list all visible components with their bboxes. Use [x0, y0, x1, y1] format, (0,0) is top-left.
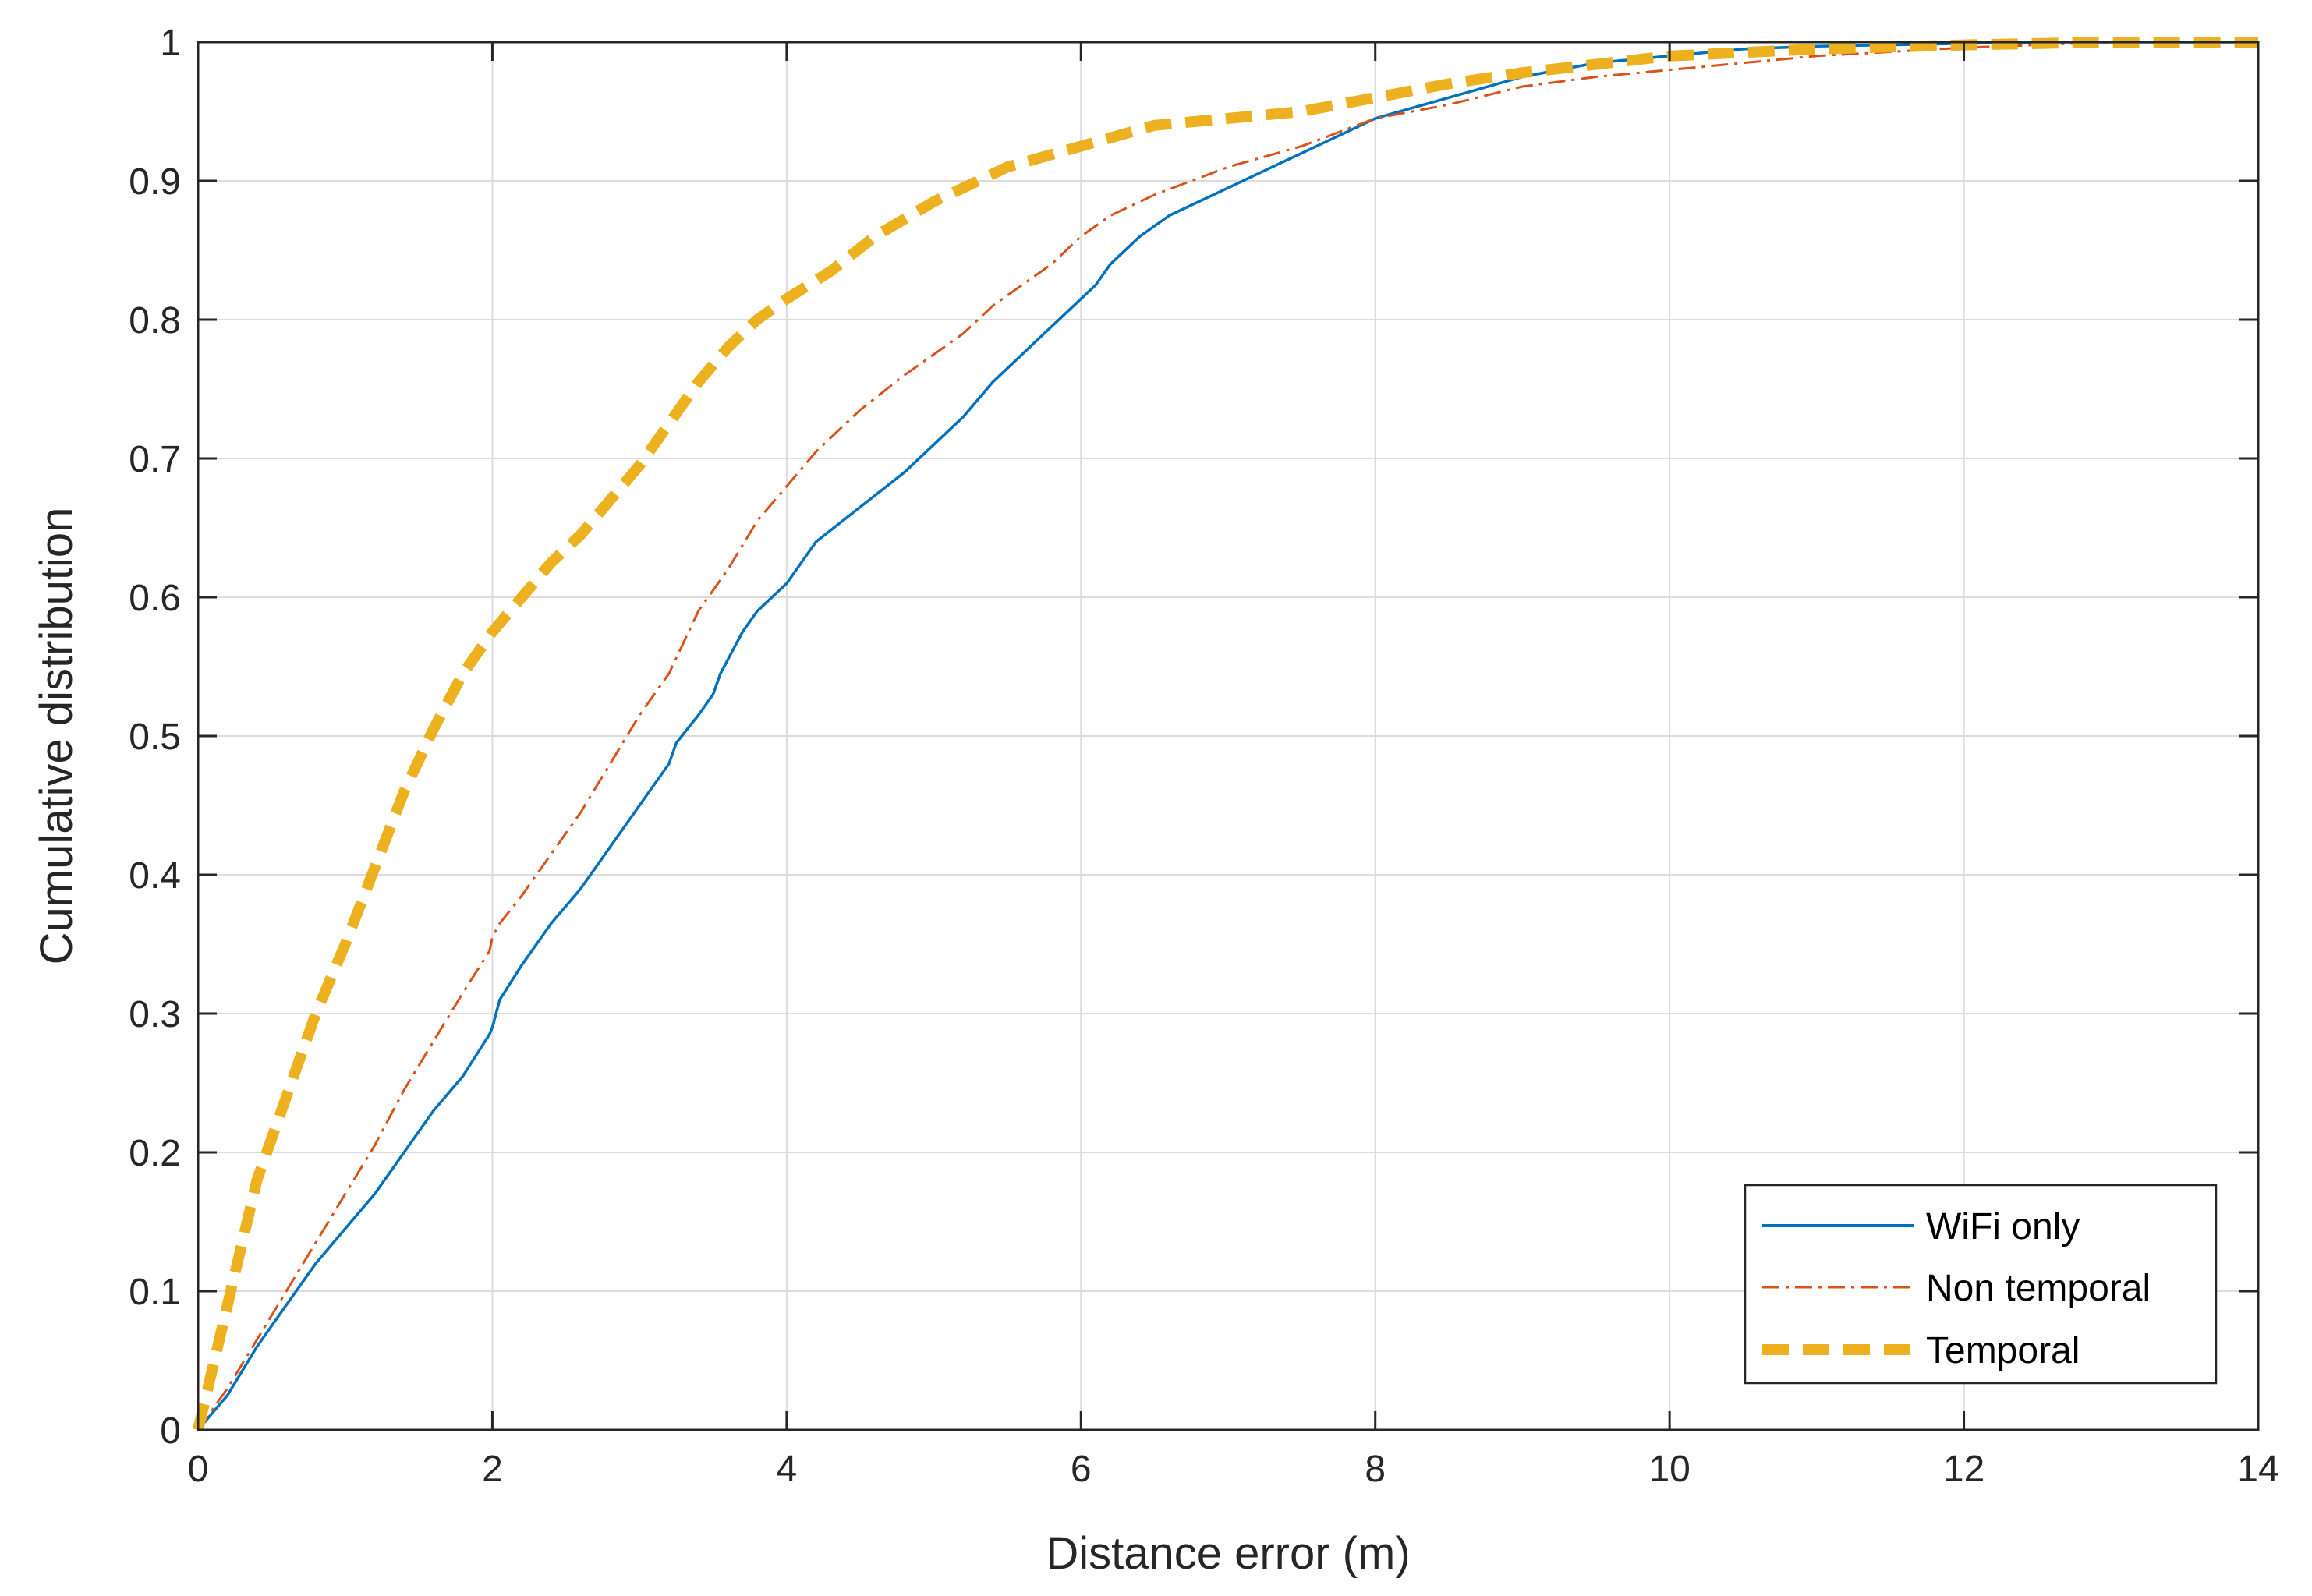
y-tick-labels: 0 0.1 0.2 0.3 0.4 0.5 0.6 0.7 0.8 0.9 1: [129, 23, 181, 1452]
y-tick-label: 0.3: [129, 994, 181, 1035]
y-tick-label: 0: [160, 1410, 181, 1452]
y-tick-label: 0.6: [129, 578, 181, 619]
y-tick-label: 0.2: [129, 1133, 181, 1174]
x-tick-label: 14: [2237, 1449, 2278, 1490]
legend-label-non-temporal: Non temporal: [1926, 1268, 2151, 1309]
x-tick-label: 10: [1648, 1449, 1690, 1490]
x-tick-labels: 0 2 4 6 8 10 12 14: [188, 1449, 2279, 1490]
y-tick-label: 0.9: [129, 161, 181, 203]
x-axis-label: Distance error (m): [1046, 1528, 1410, 1579]
series-group: [193, 37, 2258, 1431]
series-line-non-temporal: [197, 41, 2258, 1431]
y-tick-label: 0.5: [129, 717, 181, 758]
x-tick-label: 8: [1365, 1449, 1386, 1490]
series-line-temporal: [193, 37, 2258, 1431]
x-tick-label: 2: [482, 1449, 503, 1490]
y-tick-label: 0.1: [129, 1272, 181, 1313]
tick-marks: [197, 41, 2260, 1431]
y-tick-label: 0.4: [129, 855, 181, 897]
y-tick-label: 0.8: [129, 300, 181, 341]
y-tick-label: 0.7: [129, 439, 181, 480]
y-axis-label: Cumulative distribution: [31, 508, 82, 965]
x-tick-label: 4: [777, 1449, 798, 1490]
legend: WiFi only Non temporal Temporal: [1744, 1184, 2218, 1385]
legend-label-temporal: Temporal: [1926, 1330, 2080, 1371]
y-tick-label: 1: [160, 23, 181, 64]
x-tick-label: 6: [1071, 1449, 1092, 1490]
x-tick-label: 0: [188, 1449, 209, 1490]
x-tick-label: 12: [1943, 1449, 1984, 1490]
legend-label-wifi-only: WiFi only: [1926, 1206, 2080, 1247]
